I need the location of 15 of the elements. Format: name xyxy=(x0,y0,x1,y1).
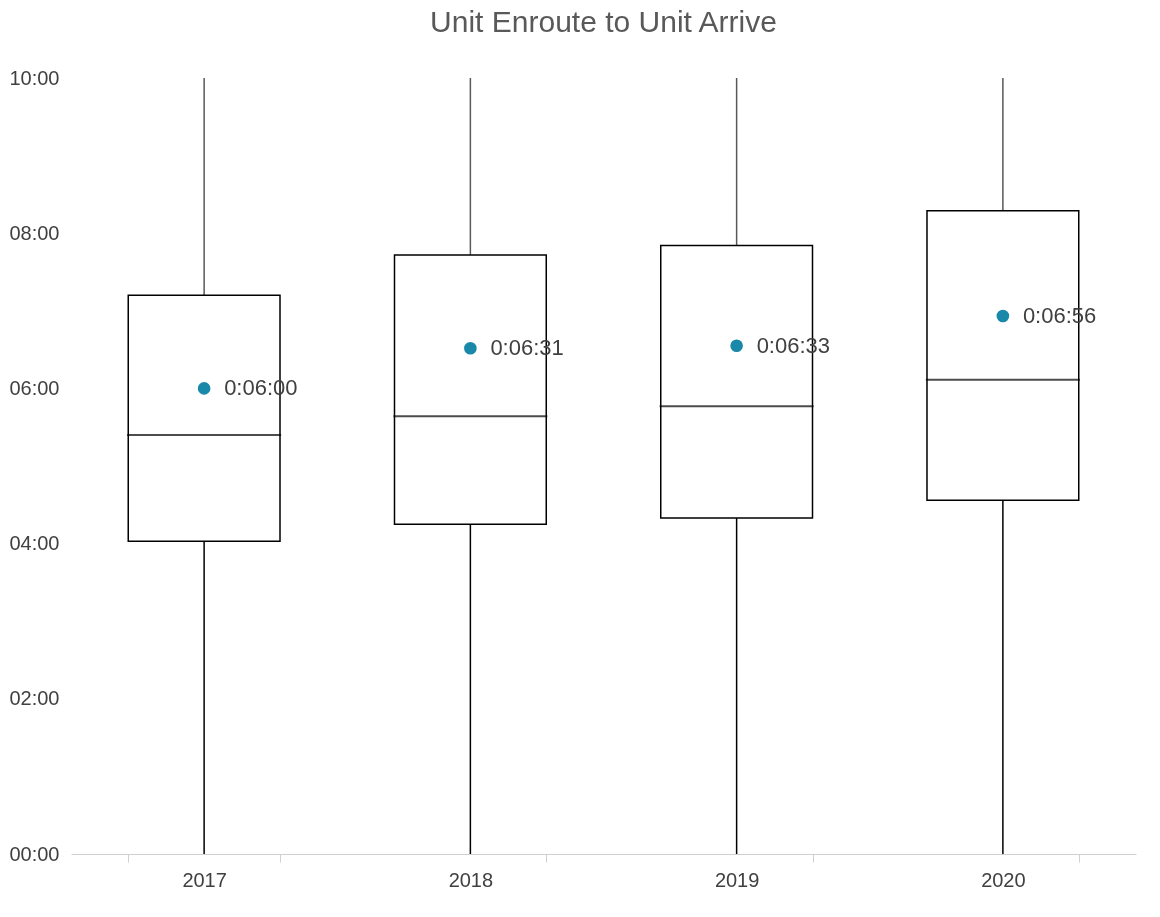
y-tick-label: 02:00 xyxy=(9,687,60,710)
x-tick-label: 2017 xyxy=(182,868,227,891)
y-tick-label: 06:00 xyxy=(9,376,60,399)
x-tick-label: 2019 xyxy=(714,868,760,891)
point xyxy=(996,309,1010,323)
chart-title: Unit Enroute to Unit Arrive xyxy=(430,5,777,38)
y-tick-label: 04:00 xyxy=(9,532,60,555)
x-tick-label: 2018 xyxy=(448,868,494,891)
y-tick-label: 10:00 xyxy=(9,66,60,89)
x-tick-label: 2020 xyxy=(981,868,1026,891)
y-tick-label: 00:00 xyxy=(9,842,60,865)
point xyxy=(730,339,743,353)
y-tick-label: 08:00 xyxy=(9,221,60,244)
point xyxy=(197,382,211,395)
point xyxy=(464,341,477,355)
